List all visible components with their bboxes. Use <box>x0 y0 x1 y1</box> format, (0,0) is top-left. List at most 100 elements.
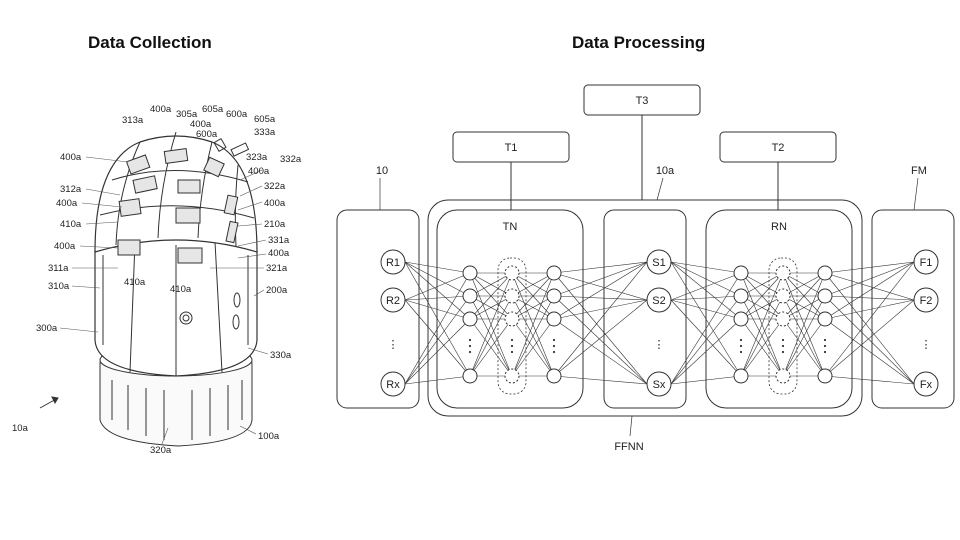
network-edge <box>782 272 826 297</box>
network-edge <box>824 272 915 301</box>
hidden-neuron <box>462 265 478 281</box>
ref-label: 210a <box>264 219 286 230</box>
middle-node <box>646 287 672 313</box>
hidden-neuron <box>775 311 791 327</box>
network-edge <box>670 299 742 377</box>
ellipsis-dot <box>823 338 827 342</box>
network-edge <box>782 295 826 377</box>
ref-label: 400a <box>56 198 78 209</box>
rn-dotted-column <box>768 257 798 395</box>
data-processing-title: Data Processing <box>572 33 706 52</box>
region-label-10: 10 <box>376 165 388 177</box>
network-edge <box>404 295 471 385</box>
network-edge <box>553 272 648 301</box>
network-edge <box>782 272 826 377</box>
leader-10a <box>656 177 664 201</box>
network-edge <box>740 295 784 320</box>
network-edge <box>553 261 648 274</box>
network-edge <box>469 272 513 320</box>
ref-label: 312a <box>60 184 82 195</box>
network-edge <box>740 318 784 377</box>
ellipsis-dot <box>781 350 785 354</box>
hidden-neuron <box>504 288 520 304</box>
ref-label: 400a <box>60 152 82 163</box>
network-edge <box>670 299 742 320</box>
ellipsis-dot <box>552 338 556 342</box>
input-node-label: R2 <box>386 295 400 307</box>
network-edge <box>553 261 648 320</box>
output-region <box>871 209 955 409</box>
ref-label: 313a <box>122 115 144 126</box>
network-edge <box>824 295 915 385</box>
network-edge <box>553 261 648 297</box>
middle-nodes: S1 S2 Sx ⋮ <box>646 249 672 397</box>
output-node-label: F2 <box>920 295 933 307</box>
network-edge <box>670 261 742 297</box>
network-edge <box>511 272 555 377</box>
hidden-neuron <box>504 311 520 327</box>
reference-arrowhead <box>51 396 59 405</box>
ref-label: 410a <box>170 284 192 295</box>
network-edge <box>824 318 915 385</box>
ellipsis-dot <box>823 350 827 354</box>
network-edge <box>824 375 915 385</box>
ellipsis-dot <box>510 350 514 354</box>
region-label-ffnn: FFNN <box>614 441 643 453</box>
connectors <box>213 137 250 157</box>
ref-label: 410a <box>60 219 82 230</box>
leader-ffnn <box>629 415 633 437</box>
ref-label: 331a <box>268 235 290 246</box>
ellipsis-dot <box>510 338 514 342</box>
input-node <box>380 287 406 313</box>
hidden-neuron <box>775 288 791 304</box>
hidden-neuron <box>546 311 562 327</box>
network-edge <box>469 272 513 297</box>
network-edge <box>740 272 784 320</box>
ref-label: 10a <box>12 423 29 434</box>
sensor-pads <box>117 147 239 264</box>
ref-label: 310a <box>48 281 70 292</box>
output-ellipsis: ⋮ <box>921 339 932 351</box>
output-node <box>913 371 939 397</box>
network-edge <box>740 272 784 377</box>
hidden-neuron <box>817 265 833 281</box>
network-edge <box>469 295 513 377</box>
network-edge <box>404 272 471 301</box>
network-edge <box>553 299 648 320</box>
middle-ellipsis: ⋮ <box>654 339 665 351</box>
ref-label: 200a <box>266 285 288 296</box>
network-edge <box>782 318 826 377</box>
network-edge <box>404 318 471 385</box>
network-edge <box>511 295 555 320</box>
hidden-neuron <box>775 368 791 384</box>
output-nodes: F1 F2 Fx ⋮ <box>913 249 939 397</box>
network-edge <box>404 299 471 377</box>
ref-label: 322a <box>264 181 286 192</box>
hidden-neuron <box>504 265 520 281</box>
network-edge <box>404 261 471 320</box>
input-ellipsis: ⋮ <box>388 339 399 351</box>
ellipsis-dot <box>781 338 785 342</box>
ref-label: 400a <box>248 166 270 177</box>
ref-label: 320a <box>150 445 172 456</box>
device-hole <box>182 314 190 322</box>
device-slot <box>232 314 240 330</box>
hidden-neuron <box>462 288 478 304</box>
network-edge <box>740 295 784 377</box>
network-edge <box>469 318 513 377</box>
network-edge <box>824 299 915 320</box>
network-edge <box>824 261 915 320</box>
ref-label: 400a <box>264 198 286 209</box>
hidden-neuron <box>733 265 749 281</box>
network-edges <box>404 261 915 385</box>
ref-label: 321a <box>266 263 288 274</box>
ref-label: 333a <box>254 127 276 138</box>
network-edge <box>670 261 742 377</box>
ref-label: 305a <box>176 109 198 120</box>
input-nodes: R1 R2 Rx ⋮ <box>380 249 406 397</box>
device-hole <box>179 311 193 325</box>
data-collection-title: Data Collection <box>88 33 212 52</box>
ellipsis-dot <box>468 344 472 348</box>
network-edge <box>553 295 648 385</box>
